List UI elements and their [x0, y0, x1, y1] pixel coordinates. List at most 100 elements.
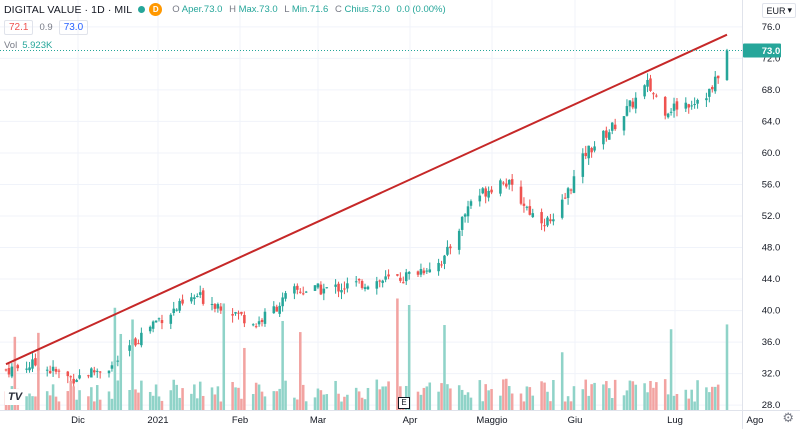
ask-price[interactable]: 73.0: [58, 20, 89, 35]
candle-body-33: [137, 343, 140, 345]
volume-bar-46: [193, 384, 196, 410]
candle-body-132: [546, 217, 549, 226]
candle-body-114: [469, 201, 473, 206]
volume-bar-27: [113, 307, 117, 410]
volume-bar-92: [381, 386, 384, 410]
volume-bar-156: [646, 392, 649, 410]
currency-selector[interactable]: EUR ▾: [762, 3, 796, 18]
candle-body-141: [584, 152, 588, 157]
volume-bar-56: [234, 387, 237, 410]
volume-bar-84: [346, 394, 349, 410]
candle-body-140: [581, 153, 585, 177]
volume-bar-121: [502, 379, 505, 410]
volume-bar-32: [134, 389, 137, 410]
candle-body-113: [466, 206, 470, 217]
volume-bar-7: [31, 396, 34, 410]
candle-body-171: [708, 88, 711, 97]
candle-body-150: [622, 116, 626, 131]
ohlc-values: O Aper.73.0 H Max.73.0 L Min.71.6 C Chiu…: [172, 4, 445, 15]
candle-body-122: [505, 183, 508, 187]
candle-body-131: [543, 225, 546, 227]
candle-body-40: [169, 314, 173, 324]
volume-bar-69: [284, 380, 287, 410]
volume-bar-82: [340, 401, 343, 410]
volume-bar-23: [95, 385, 99, 410]
candle-body-68: [281, 297, 284, 307]
volume-bar-48: [198, 381, 202, 410]
volume-bar-20: [87, 396, 90, 410]
candle-body-123: [507, 180, 511, 185]
candle-body-101: [419, 269, 423, 275]
candle-body-45: [190, 297, 193, 302]
candle-body-30: [128, 345, 131, 351]
x-tick-label-3: Mar: [310, 415, 326, 426]
volume-bar-86: [357, 391, 361, 410]
volume-bar-173: [713, 386, 717, 410]
volume-bar-51: [213, 394, 217, 410]
volume-bar-122: [505, 378, 508, 410]
candle-body-139: [572, 176, 576, 193]
candle-body-162: [669, 111, 673, 113]
candle-body-145: [602, 130, 605, 145]
volume-bar-22: [93, 401, 96, 410]
volume-bar-145: [602, 384, 605, 410]
volume-bar-151: [625, 390, 629, 410]
volume-bar-137: [566, 396, 570, 410]
symbol-label[interactable]: DIGITAL VALUE · 1D · MIL: [4, 3, 133, 16]
volume-bar-89: [366, 387, 370, 410]
candle-body-66: [275, 306, 279, 312]
volume-bar-71: [296, 399, 299, 410]
volume-bar-120: [499, 395, 502, 410]
candle-body-157: [649, 78, 652, 91]
market-status-icon: [138, 6, 146, 13]
candle-body-89: [366, 286, 370, 290]
y-tick-label-5: 56.0: [762, 179, 781, 190]
volume-bar-8: [34, 396, 37, 410]
bid-price[interactable]: 72.1: [4, 20, 34, 35]
volume-bar-139: [572, 386, 576, 410]
candle-body-111: [460, 216, 464, 230]
candle-body-134: [552, 219, 555, 222]
gear-icon[interactable]: ⚙: [782, 410, 794, 425]
y-tick-label-4: 60.0: [762, 148, 781, 159]
volume-bar-41: [172, 379, 176, 410]
currency-label: EUR: [766, 5, 786, 16]
volume-bar-144: [593, 382, 596, 410]
candle-body-8: [34, 358, 37, 366]
earnings-event-icon[interactable]: E: [398, 397, 410, 409]
volume-bar-167: [690, 389, 693, 410]
candle-body-143: [590, 148, 593, 153]
candle-body-126: [522, 203, 526, 206]
volume-bar-31: [131, 319, 134, 410]
y-tick-label-11: 32.0: [762, 369, 781, 380]
candle-body-84: [346, 283, 349, 289]
candle-body-62: [257, 321, 261, 325]
candle-body-47: [196, 296, 199, 298]
volume-bar-38: [157, 396, 161, 410]
volume-bar-17: [72, 386, 75, 410]
tradingview-logo-icon[interactable]: TV: [5, 389, 25, 405]
candle-body-77: [319, 284, 323, 295]
candle-body-24: [98, 371, 102, 373]
volume-bar-134: [552, 379, 555, 410]
candle-body-86: [357, 278, 361, 281]
x-tick-label-8: Ago: [747, 415, 764, 426]
volume-bar-37: [154, 384, 158, 410]
candle-body-61: [254, 326, 258, 328]
candle-body-164: [675, 101, 679, 110]
candle-body-17: [72, 378, 75, 384]
volume-bar-147: [608, 388, 611, 410]
candle-body-19: [78, 375, 81, 379]
spread-value: 0.9: [39, 22, 53, 33]
volume-bar-76: [316, 388, 320, 410]
volume-bar-63: [260, 391, 264, 410]
volume-bar-58: [240, 398, 243, 410]
y-tick-label-9: 40.0: [762, 306, 781, 317]
candle-body-26: [110, 365, 114, 369]
candle-body-97: [402, 282, 405, 284]
volume-bar-30: [128, 389, 131, 410]
volume-bar-108: [446, 384, 449, 410]
volume-bar-35: [148, 391, 152, 410]
candle-body-51: [213, 304, 217, 309]
